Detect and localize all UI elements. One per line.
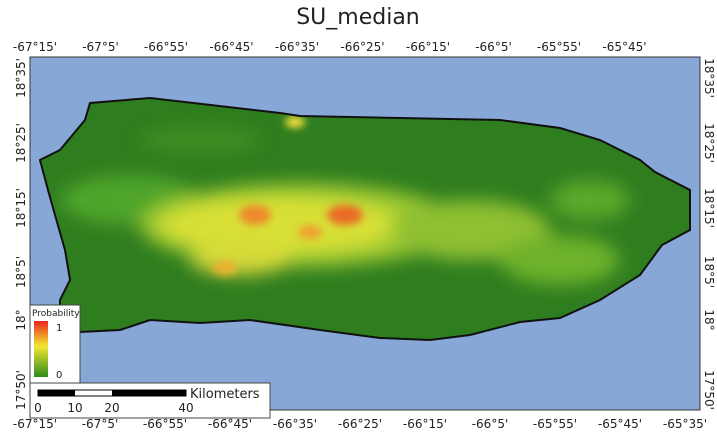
scale-tick-label: 20 xyxy=(104,401,119,415)
legend-high: 1 xyxy=(56,323,62,334)
bottom-label: -66°45' xyxy=(208,417,252,431)
bottom-label: -67°15' xyxy=(13,417,57,431)
map: SU_median -67°15' -67°5' -66°55' -66°45' -66… xyxy=(0,0,717,441)
legend: Probability 1 0 xyxy=(30,305,80,383)
right-label: 17°50' xyxy=(702,370,716,410)
scale-seg xyxy=(38,390,75,396)
top-label: -66°55' xyxy=(144,40,188,54)
bottom-label: -66°55' xyxy=(143,417,187,431)
bottom-label: -66°25' xyxy=(338,417,382,431)
page: {"title": "SU_median", "top_labels": ["-… xyxy=(0,0,717,441)
top-label: -66°25' xyxy=(340,40,384,54)
top-label: -67°15' xyxy=(13,40,57,54)
top-label: -66°35' xyxy=(275,40,319,54)
bottom-label: -66°15' xyxy=(403,417,447,431)
bottom-label: -66°35' xyxy=(273,417,317,431)
bottom-label: -65°35' xyxy=(663,417,707,431)
scale-bar: Kilometers 0 10 20 40 xyxy=(30,383,270,418)
top-label: -65°55' xyxy=(537,40,581,54)
top-label: -66°15' xyxy=(406,40,450,54)
right-label: 18°35' xyxy=(702,58,716,98)
right-label: 18°5' xyxy=(702,256,716,288)
top-label: -67°5' xyxy=(82,40,119,54)
legend-title: Probability xyxy=(32,309,80,319)
top-label: -66°45' xyxy=(209,40,253,54)
left-label: 18°25' xyxy=(14,123,28,163)
scale-seg xyxy=(112,390,186,396)
legend-ramp xyxy=(34,321,48,377)
left-label: 18° xyxy=(14,309,28,330)
bottom-label: -65°45' xyxy=(598,417,642,431)
left-label: 18°35' xyxy=(14,58,28,98)
right-label: 18°25' xyxy=(702,123,716,163)
right-label: 18° xyxy=(702,309,716,330)
legend-low: 0 xyxy=(56,370,62,381)
left-label: 17°50' xyxy=(14,370,28,410)
bottom-label: -65°55' xyxy=(533,417,577,431)
scale-unit: Kilometers xyxy=(190,387,260,402)
scale-tick-label: 40 xyxy=(178,401,193,415)
top-label: -65°45' xyxy=(602,40,646,54)
top-label: -66°5' xyxy=(475,40,512,54)
map-title: SU_median xyxy=(296,5,420,30)
right-label: 18°15' xyxy=(702,188,716,228)
bottom-label: -66°5' xyxy=(472,417,509,431)
scale-tick-label: 0 xyxy=(34,401,42,415)
left-label: 18°15' xyxy=(14,188,28,228)
scale-tick-label: 10 xyxy=(67,401,82,415)
bottom-label: -67°5' xyxy=(82,417,119,431)
left-label: 18°5' xyxy=(14,256,28,288)
